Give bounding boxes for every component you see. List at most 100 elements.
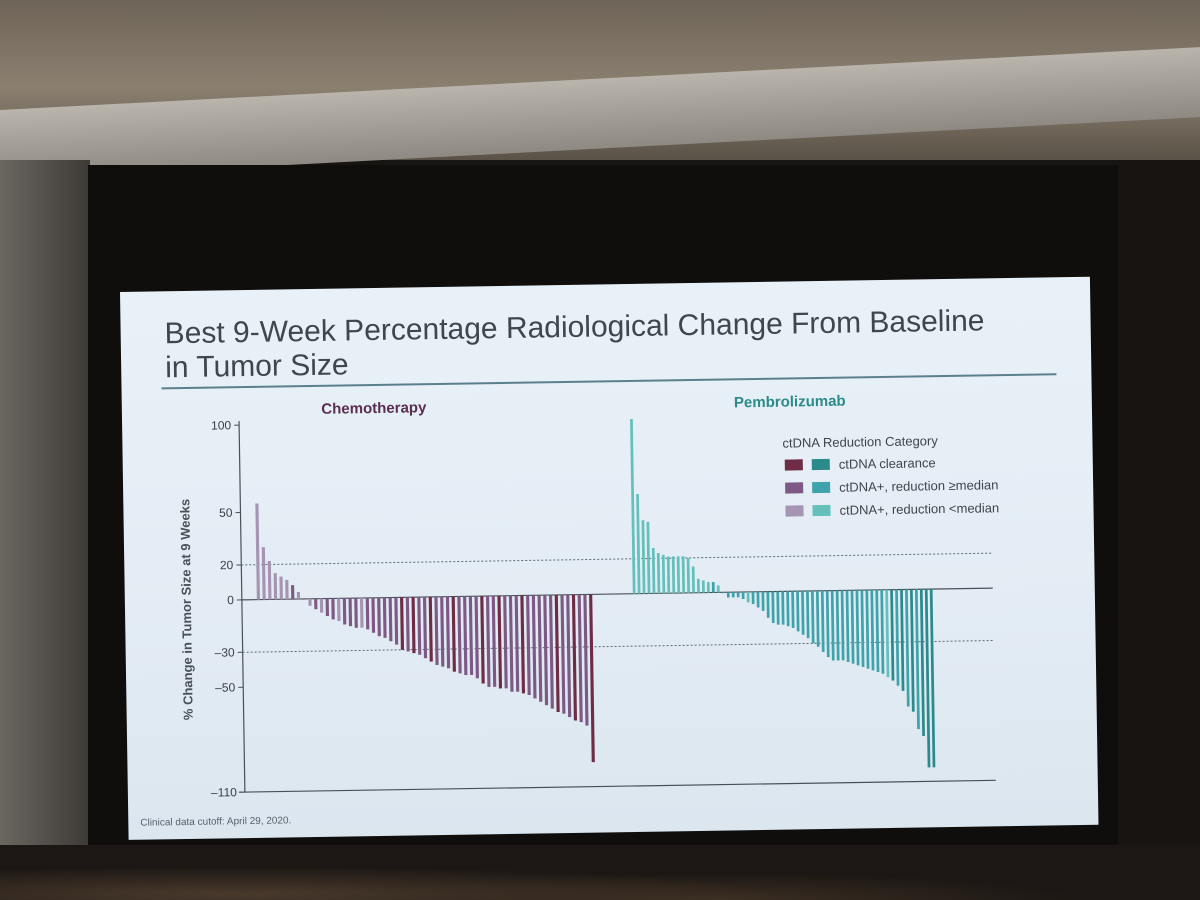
bar-pembrolizumab — [929, 589, 936, 768]
bar-pembrolizumab — [666, 556, 671, 594]
bar-pembrolizumab — [776, 591, 780, 625]
y-tick-label: 100 — [211, 418, 232, 432]
y-tick-label: –50 — [215, 680, 236, 694]
bar-pembrolizumab — [811, 590, 815, 644]
bar-pembrolizumab — [865, 590, 870, 669]
bar-chemotherapy — [348, 598, 353, 627]
bar-pembrolizumab — [630, 418, 636, 594]
bar-pembrolizumab — [815, 590, 820, 647]
bar-pembrolizumab — [905, 589, 910, 707]
bar-chemotherapy — [480, 596, 485, 684]
bar-chemotherapy — [371, 597, 376, 633]
bar-pembrolizumab — [696, 578, 700, 593]
bar-pembrolizumab — [786, 591, 790, 627]
bar-chemotherapy — [463, 596, 468, 676]
bar-pembrolizumab — [835, 590, 840, 661]
legend-swatch-pembro — [811, 458, 830, 471]
bar-chemotherapy — [411, 597, 416, 654]
bar-pembrolizumab — [676, 556, 681, 594]
bar-pembrolizumab — [656, 553, 661, 594]
waterfall-chart: 100 50 20 0 –30 –50 –110 % Change in Tumor Size… — [177, 393, 999, 800]
bar-chemotherapy — [302, 598, 306, 600]
bar-chemotherapy — [589, 594, 595, 763]
bar-pembrolizumab — [706, 582, 710, 593]
bar-chemotherapy — [531, 595, 537, 699]
bar-pembrolizumab — [726, 592, 730, 598]
y-axis-line — [238, 421, 246, 793]
bar-chemotherapy — [377, 597, 381, 637]
bar-chemotherapy — [308, 598, 312, 606]
bar-chemotherapy — [314, 598, 318, 610]
bar-pembrolizumab — [641, 520, 646, 594]
bar-chemotherapy — [583, 594, 589, 726]
bar-pembrolizumab — [914, 589, 920, 730]
bar-chemotherapy — [554, 594, 560, 713]
bar-pembrolizumab — [855, 590, 860, 666]
legend-swatch-pembro — [812, 504, 831, 517]
bar-chemotherapy — [285, 579, 289, 600]
bar-pembrolizumab — [919, 589, 925, 737]
bar-pembrolizumab — [746, 591, 750, 603]
bar-chemotherapy — [497, 595, 503, 689]
y-tick-label: 20 — [220, 558, 234, 572]
bar-chemotherapy — [319, 598, 324, 613]
room-wall — [0, 160, 90, 900]
bar-pembrolizumab — [761, 591, 765, 611]
bar-chemotherapy — [365, 597, 370, 630]
bar-pembrolizumab — [686, 557, 690, 593]
bar-pembrolizumab — [850, 590, 855, 664]
bar-pembrolizumab — [661, 554, 666, 594]
bar-pembrolizumab — [820, 590, 825, 652]
bar-pembrolizumab — [796, 591, 800, 632]
bar-chemotherapy — [279, 576, 283, 600]
bar-pembrolizumab — [751, 591, 755, 605]
bar-pembrolizumab — [924, 589, 931, 768]
bar-pembrolizumab — [801, 591, 805, 635]
bar-pembrolizumab — [870, 589, 875, 671]
reference-line-neg30 — [242, 640, 994, 653]
audience-heads — [0, 845, 1200, 900]
bar-chemotherapy — [468, 596, 474, 675]
bar-pembrolizumab — [880, 589, 885, 674]
bar-chemotherapy — [548, 595, 554, 709]
y-tick-label: –30 — [215, 645, 236, 659]
bar-pembrolizumab — [845, 590, 850, 663]
bar-pembrolizumab — [736, 592, 740, 598]
bar-chemotherapy — [474, 596, 479, 679]
bar-pembrolizumab — [701, 580, 705, 593]
bar-pembrolizumab — [691, 566, 695, 593]
bar-chemotherapy — [451, 596, 456, 672]
bar-chemotherapy — [325, 598, 330, 617]
bar-chemotherapy — [491, 595, 497, 687]
bar-chemotherapy — [445, 596, 451, 669]
bar-pembrolizumab — [900, 589, 905, 691]
legend-entry-label: ctDNA+, reduction <median — [839, 500, 999, 518]
bar-pembrolizumab — [840, 590, 845, 661]
legend-swatch-pembro — [812, 481, 831, 494]
bar-pembrolizumab — [711, 581, 715, 593]
bar-pembrolizumab — [830, 590, 835, 661]
bar-pembrolizumab — [681, 556, 686, 593]
bar-chemotherapy — [457, 596, 462, 674]
bar-pembrolizumab — [731, 592, 735, 598]
bar-pembrolizumab — [716, 585, 720, 593]
panel-title-chemotherapy: Chemotherapy — [321, 399, 427, 418]
legend-entry-label: ctDNA+, reduction ≥median — [839, 477, 998, 494]
bar-pembrolizumab — [636, 494, 641, 594]
y-axis-label: % Change in Tumor Size at 9 Weeks — [177, 499, 195, 721]
bar-chemotherapy — [543, 595, 549, 706]
bar-chemotherapy — [290, 585, 295, 600]
bar-pembrolizumab — [890, 589, 895, 681]
bar-pembrolizumab — [895, 589, 900, 686]
bar-pembrolizumab — [875, 589, 880, 673]
legend-swatch-chemo — [784, 459, 803, 471]
bar-chemotherapy — [331, 598, 335, 620]
bar-chemotherapy — [566, 594, 572, 718]
bar-pembrolizumab — [910, 589, 915, 712]
bar-chemotherapy — [526, 595, 531, 696]
bar-chemotherapy — [296, 591, 301, 600]
bar-pembrolizumab — [651, 547, 656, 594]
bar-pembrolizumab — [825, 590, 830, 658]
bar-chemotherapy — [405, 597, 410, 652]
bar-chemotherapy — [388, 597, 393, 642]
